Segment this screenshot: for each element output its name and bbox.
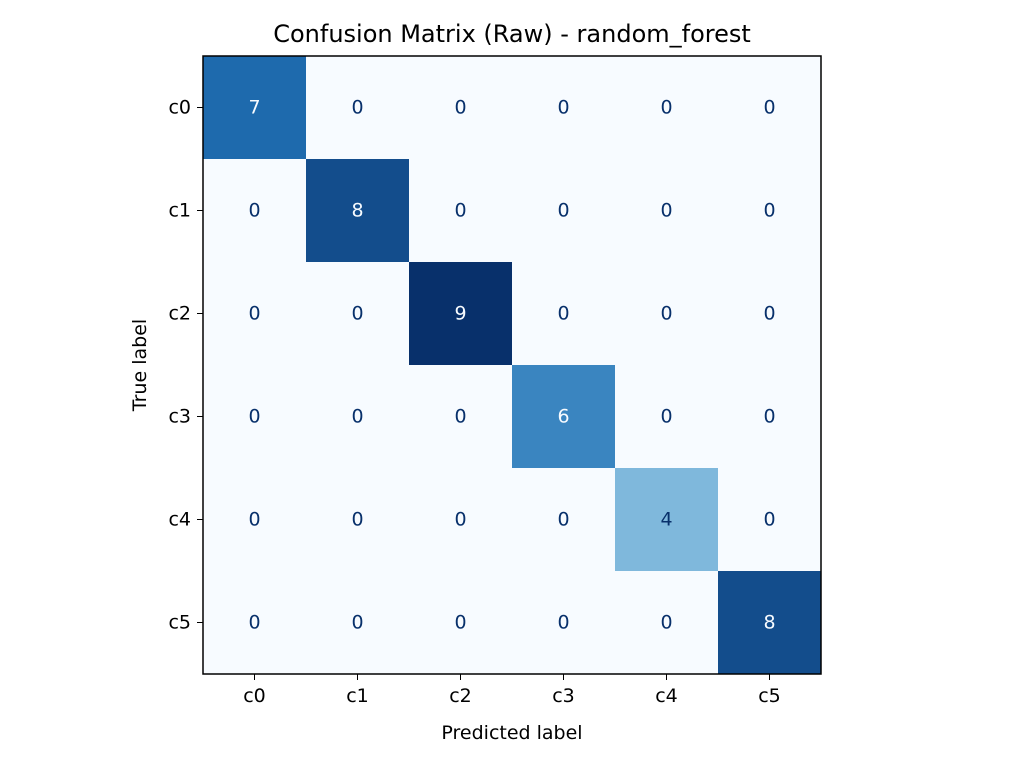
heatmap-cell-c5-c3	[512, 571, 616, 675]
cell-value-c0-c0: 7	[248, 97, 260, 119]
y-tick-label-c1: c1	[168, 200, 191, 222]
y-axis-ticks: c0 c1 c2 c3 c4 c5	[168, 97, 203, 634]
heatmap-cell-c2-c2	[409, 262, 513, 366]
cell-value-c2-c5: 0	[763, 303, 775, 325]
cell-value-c0-c4: 0	[660, 97, 672, 119]
cell-value-c3-c4: 0	[660, 406, 672, 428]
cell-value-c2-c1: 0	[351, 303, 363, 325]
cell-value-c5-c1: 0	[351, 612, 363, 634]
cell-value-c1-c5: 0	[763, 200, 775, 222]
x-tick-label-c0: c0	[243, 685, 266, 707]
heatmap-cell-c2-c5	[718, 262, 822, 366]
x-tick-label-c3: c3	[552, 685, 575, 707]
heatmap-cell-c0-c1	[306, 56, 410, 160]
heatmap-cell-c3-c1	[306, 365, 410, 469]
heatmap-cell-c0-c3	[512, 56, 616, 160]
cell-value-c1-c1: 8	[351, 200, 363, 222]
cell-value-c4-c3: 0	[557, 509, 569, 531]
heatmap-cell-c2-c4	[615, 262, 719, 366]
cell-value-c5-c3: 0	[557, 612, 569, 634]
heatmap-cell-c4-c0	[203, 468, 307, 572]
heatmap-cell-c4-c5	[718, 468, 822, 572]
cell-value-c3-c5: 0	[763, 406, 775, 428]
y-tick-label-c4: c4	[168, 509, 191, 531]
heatmap-cell-c3-c0	[203, 365, 307, 469]
cell-value-c3-c0: 0	[248, 406, 260, 428]
cell-value-c0-c5: 0	[763, 97, 775, 119]
cell-value-labels: 7 0 0 0 0 0 0 8 0 0 0 0 0 0 9 0 0 0 0 0 0 6 0 0 0 0 0 0 4 0 0 0 0 0 0 8	[248, 97, 775, 634]
y-tick-label-c5: c5	[168, 612, 191, 634]
cell-value-c2-c0: 0	[248, 303, 260, 325]
heatmap-cells	[203, 56, 822, 675]
x-tick-label-c2: c2	[449, 685, 472, 707]
heatmap-cell-c3-c5	[718, 365, 822, 469]
heatmap-cell-c1-c2	[409, 159, 513, 263]
cell-value-c0-c2: 0	[454, 97, 466, 119]
heatmap-cell-c1-c1	[306, 159, 410, 263]
heatmap-cell-c5-c2	[409, 571, 513, 675]
cell-value-c3-c2: 0	[454, 406, 466, 428]
y-tick-label-c0: c0	[168, 97, 191, 119]
heatmap-cell-c1-c0	[203, 159, 307, 263]
cell-value-c4-c1: 0	[351, 509, 363, 531]
heatmap-cell-c1-c3	[512, 159, 616, 263]
heatmap-cell-c1-c4	[615, 159, 719, 263]
cell-value-c3-c3: 6	[557, 406, 569, 428]
y-tick-label-c2: c2	[168, 303, 191, 325]
heatmap-cell-c2-c0	[203, 262, 307, 366]
cell-value-c5-c0: 0	[248, 612, 260, 634]
heatmap-cell-c2-c3	[512, 262, 616, 366]
cell-value-c0-c1: 0	[351, 97, 363, 119]
cell-value-c0-c3: 0	[557, 97, 569, 119]
x-tick-label-c5: c5	[758, 685, 781, 707]
cell-value-c1-c2: 0	[454, 200, 466, 222]
heatmap-cell-c0-c4	[615, 56, 719, 160]
heatmap-cell-c3-c4	[615, 365, 719, 469]
heatmap-cell-c3-c3	[512, 365, 616, 469]
heatmap-cell-c0-c0	[203, 56, 307, 160]
heatmap-cell-c0-c5	[718, 56, 822, 160]
heatmap-cell-c5-c4	[615, 571, 719, 675]
x-axis-ticks: c0 c1 c2 c3 c4 c5	[243, 674, 781, 707]
cell-value-c2-c2: 9	[454, 303, 466, 325]
cell-value-c4-c4: 4	[660, 509, 672, 531]
heatmap-cell-c0-c2	[409, 56, 513, 160]
x-tick-label-c4: c4	[655, 685, 678, 707]
cell-value-c1-c4: 0	[660, 200, 672, 222]
cell-value-c5-c5: 8	[763, 612, 775, 634]
cell-value-c1-c3: 0	[557, 200, 569, 222]
heatmap-cell-c4-c2	[409, 468, 513, 572]
cell-value-c4-c2: 0	[454, 509, 466, 531]
x-axis-label: Predicted label	[441, 722, 582, 744]
cell-value-c5-c4: 0	[660, 612, 672, 634]
heatmap-cell-c5-c5	[718, 571, 822, 675]
x-tick-label-c1: c1	[346, 685, 369, 707]
heatmap-cell-c2-c1	[306, 262, 410, 366]
heatmap-cell-c5-c1	[306, 571, 410, 675]
chart-title: Confusion Matrix (Raw) - random_forest	[273, 20, 751, 48]
cell-value-c4-c5: 0	[763, 509, 775, 531]
plot-frame	[202, 55, 822, 675]
heatmap-cell-c4-c1	[306, 468, 410, 572]
cell-value-c5-c2: 0	[454, 612, 466, 634]
heatmap-cell-c4-c3	[512, 468, 616, 572]
cell-value-c4-c0: 0	[248, 509, 260, 531]
heatmap-cell-c4-c4	[615, 468, 719, 572]
heatmap-cell-c3-c2	[409, 365, 513, 469]
heatmap-cell-c5-c0	[203, 571, 307, 675]
y-axis-label: True label	[129, 319, 151, 412]
cell-value-c2-c4: 0	[660, 303, 672, 325]
heatmap-cell-c1-c5	[718, 159, 822, 263]
cell-value-c2-c3: 0	[557, 303, 569, 325]
cell-value-c1-c0: 0	[248, 200, 260, 222]
y-tick-label-c3: c3	[168, 406, 191, 428]
cell-value-c3-c1: 0	[351, 406, 363, 428]
